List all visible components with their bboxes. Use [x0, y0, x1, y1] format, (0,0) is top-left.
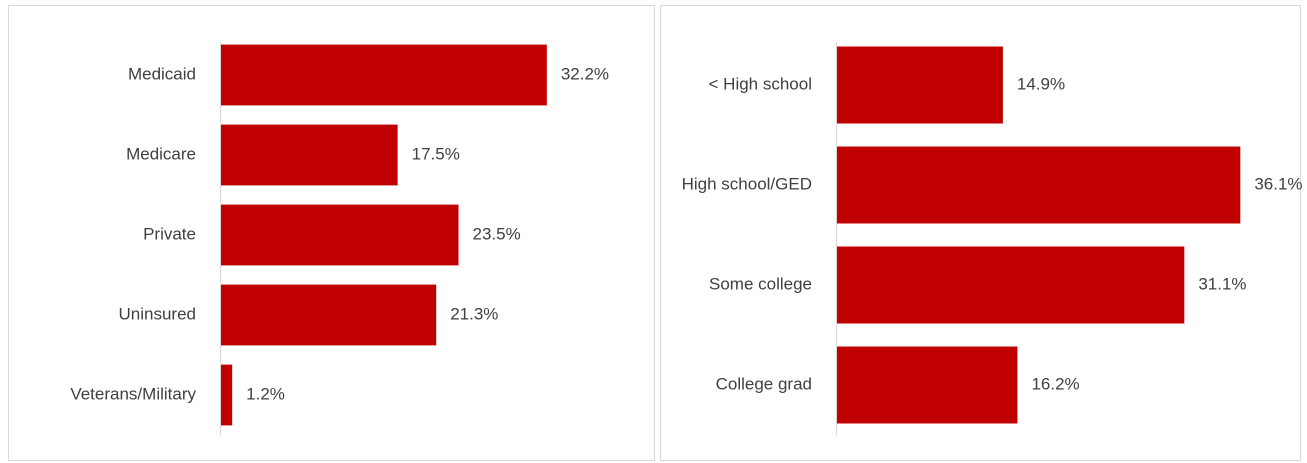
bar: [836, 46, 1003, 124]
category-label: Uninsured: [119, 304, 197, 323]
category-label: College grad: [716, 374, 812, 393]
bar: [220, 44, 547, 106]
value-label: 14.9%: [1017, 74, 1065, 93]
value-label: 36.1%: [1254, 174, 1302, 193]
bar: [220, 204, 459, 266]
value-label: 31.1%: [1198, 274, 1246, 293]
category-label: Veterans/Military: [70, 384, 196, 403]
value-label: 1.2%: [246, 384, 285, 403]
category-label: Private: [143, 224, 196, 243]
category-label: < High school: [709, 74, 812, 93]
bar: [220, 364, 233, 426]
bar: [836, 246, 1185, 324]
category-label: High school/GED: [682, 174, 812, 193]
category-label: Medicare: [126, 144, 196, 163]
bar: [220, 124, 398, 186]
bar: [836, 346, 1018, 424]
bar: [836, 146, 1241, 224]
category-label: Medicaid: [128, 64, 196, 83]
value-label: 23.5%: [473, 224, 521, 243]
value-label: 21.3%: [450, 304, 498, 323]
value-label: 32.2%: [561, 64, 609, 83]
category-label: Some college: [709, 274, 812, 293]
bar: [220, 284, 437, 346]
value-label: 17.5%: [412, 144, 460, 163]
value-label: 16.2%: [1031, 374, 1079, 393]
